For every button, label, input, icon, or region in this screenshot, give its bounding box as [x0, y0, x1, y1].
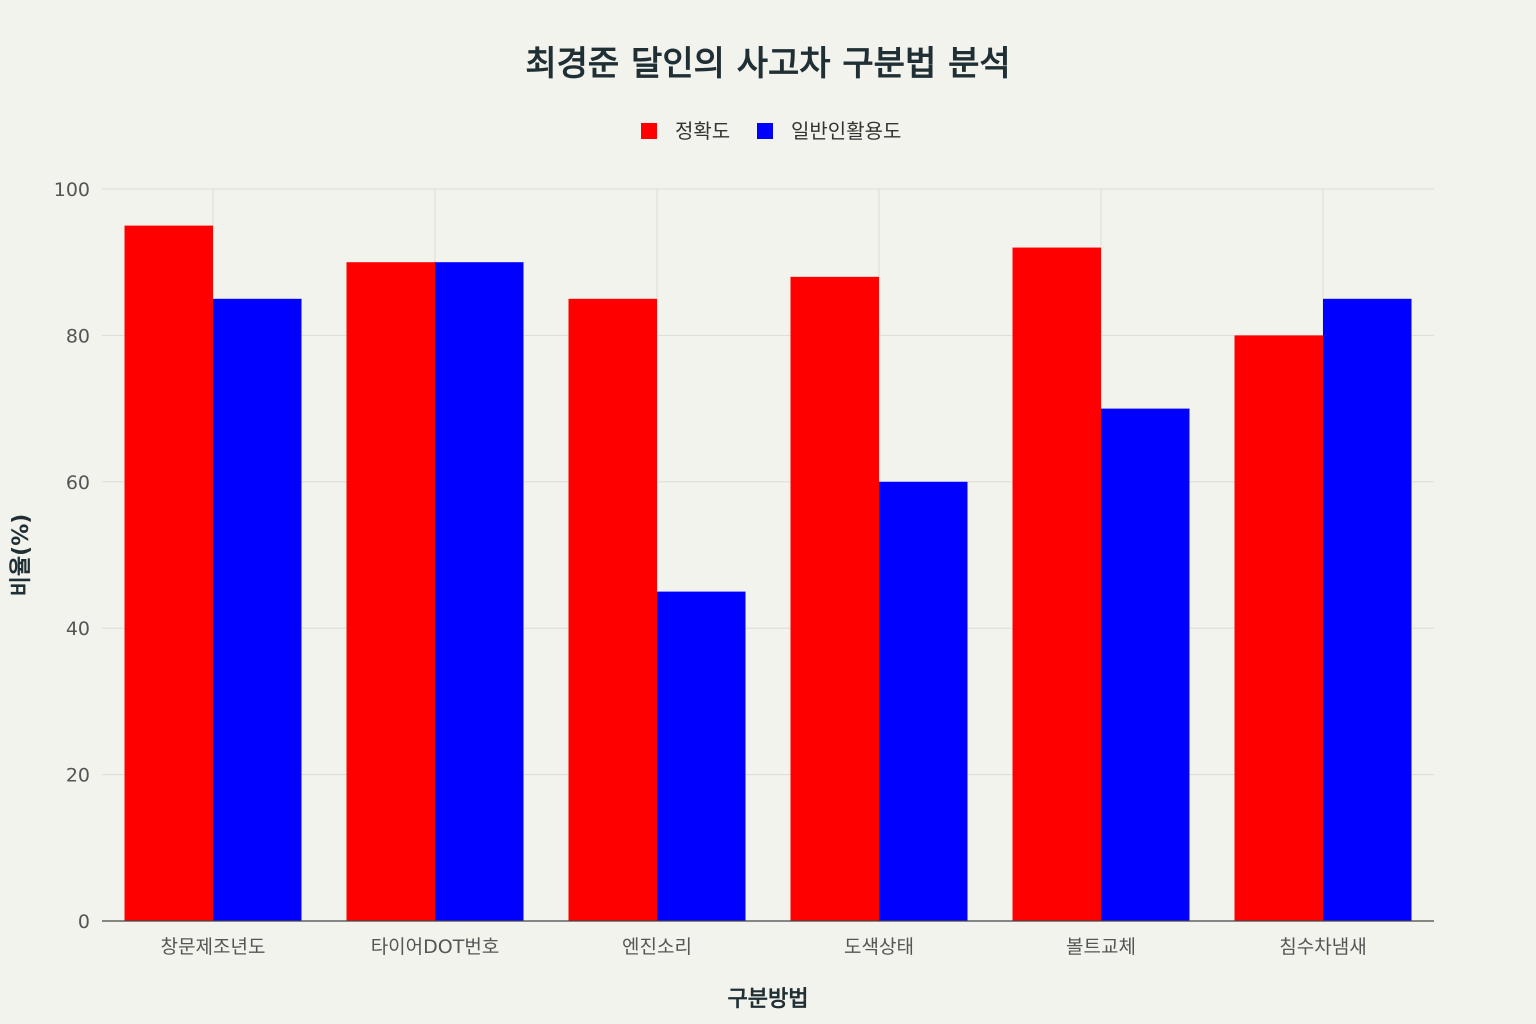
bar-series2-0 [213, 298, 302, 921]
bars [124, 225, 1412, 922]
bar-series2-4 [1101, 408, 1190, 922]
legend-label: 정확도 [675, 119, 730, 143]
y-tick-label: 0 [78, 911, 90, 933]
y-axis-ticks: 0 20 40 60 80 100 [54, 179, 90, 933]
grid [102, 188, 1434, 921]
y-axis-title: 비율(%) [9, 514, 34, 597]
bar-series2-3 [879, 481, 968, 921]
legend: 정확도 일반인활용도 [641, 119, 901, 143]
chart-title: 최경준 달인의 사고차 구분법 분석 [525, 44, 1010, 84]
legend-swatch [641, 123, 657, 139]
y-tick-label: 20 [66, 765, 90, 787]
bar-series1-4 [1012, 247, 1101, 921]
bar-series1-3 [790, 276, 879, 922]
x-tick-label: 타이어DOT번호 [371, 936, 500, 958]
y-tick-label: 80 [66, 325, 90, 347]
x-axis-title: 구분방법 [728, 987, 809, 1012]
x-tick-label: 볼트교체 [1066, 936, 1136, 958]
bar-series1-0 [124, 225, 213, 922]
y-tick-label: 40 [66, 618, 90, 640]
y-tick-label: 100 [54, 179, 90, 201]
legend-label: 일반인활용도 [791, 119, 901, 143]
bar-series1-5 [1234, 335, 1323, 921]
x-tick-label: 도색상태 [844, 936, 914, 958]
x-tick-label: 창문제조년도 [161, 936, 266, 958]
x-tick-label: 침수차냄새 [1279, 936, 1366, 958]
bar-series1-1 [346, 262, 435, 921]
bar-series2-2 [657, 591, 746, 921]
bar-series2-5 [1323, 298, 1412, 921]
bar-series1-2 [568, 298, 657, 921]
x-axis-ticks: 창문제조년도 타이어DOT번호 엔진소리 도색상태 볼트교체 침수차냄새 [161, 936, 1367, 958]
x-tick-label: 엔진소리 [622, 936, 692, 958]
y-tick-label: 60 [66, 472, 90, 494]
bar-series2-1 [435, 262, 524, 921]
legend-swatch [757, 123, 773, 139]
